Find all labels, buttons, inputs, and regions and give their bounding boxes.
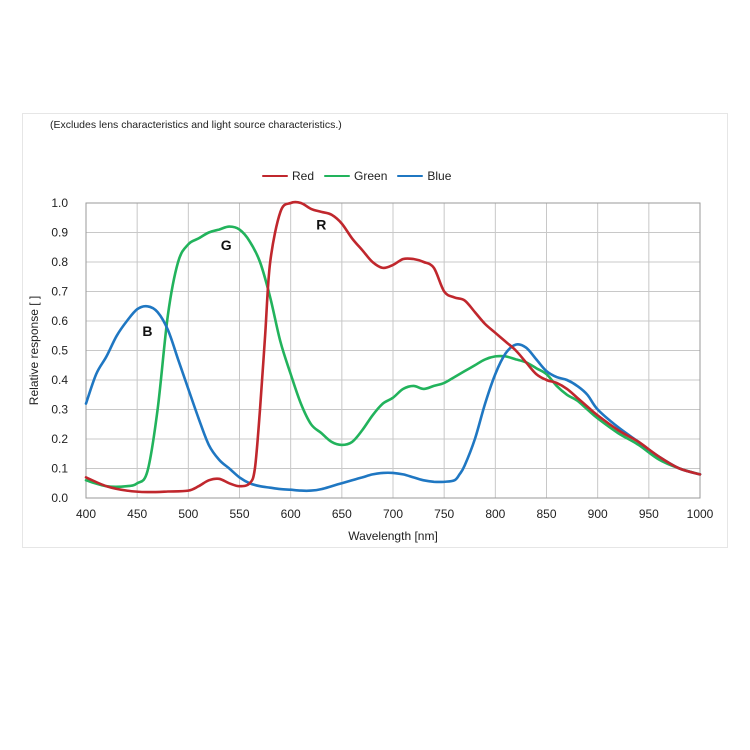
x-axis-label: Wavelength [nm] [348,529,438,543]
chart-frame [22,113,728,548]
x-tick-label: 900 [588,507,608,521]
y-tick-label: 0.2 [51,432,68,446]
legend-swatch-blue [397,174,424,178]
chart-note: (Excludes lens characteristics and light… [50,119,342,131]
legend-item-blue: Blue [397,169,451,183]
x-tick-label: 700 [383,507,403,521]
x-tick-label: 400 [76,507,96,521]
x-tick-label: 850 [536,507,556,521]
chart-legend: Red Green Blue [262,169,451,183]
y-tick-label: 0.0 [51,491,68,505]
plot-area-border [85,202,701,499]
legend-item-red: Red [262,169,314,183]
x-tick-label: 950 [639,507,659,521]
y-tick-label: 0.4 [51,373,68,387]
y-tick-label: 0.8 [51,255,68,269]
y-tick-label: 0.1 [51,462,68,476]
y-axis-label: Relative response [ ] [27,296,41,405]
curve-annotation-r: R [316,217,326,233]
x-tick-label: 1000 [687,507,714,521]
x-tick-label: 600 [281,507,301,521]
y-tick-label: 0.3 [51,403,68,417]
x-tick-label: 500 [178,507,198,521]
series-line-red [84,200,702,494]
legend-item-green: Green [324,169,387,183]
series-line-blue [84,304,702,493]
series-line-green [84,225,702,489]
y-tick-label: 0.9 [51,226,68,240]
y-tick-label: 0.6 [51,314,68,328]
x-tick-label: 550 [229,507,249,521]
legend-label-green: Green [354,169,388,183]
y-tick-label: 0.7 [51,285,68,299]
legend-label-red: Red [292,169,315,183]
y-tick-label: 1.0 [51,196,68,210]
x-tick-label: 650 [332,507,352,521]
legend-swatch-green [324,174,351,178]
curve-annotation-b: B [142,323,152,339]
x-tick-label: 450 [127,507,147,521]
legend-swatch-red [262,174,288,178]
x-tick-label: 800 [485,507,505,521]
x-tick-label: 750 [434,507,454,521]
legend-label-blue: Blue [427,169,452,183]
y-tick-label: 0.5 [51,344,68,358]
curve-annotation-g: G [221,237,232,253]
